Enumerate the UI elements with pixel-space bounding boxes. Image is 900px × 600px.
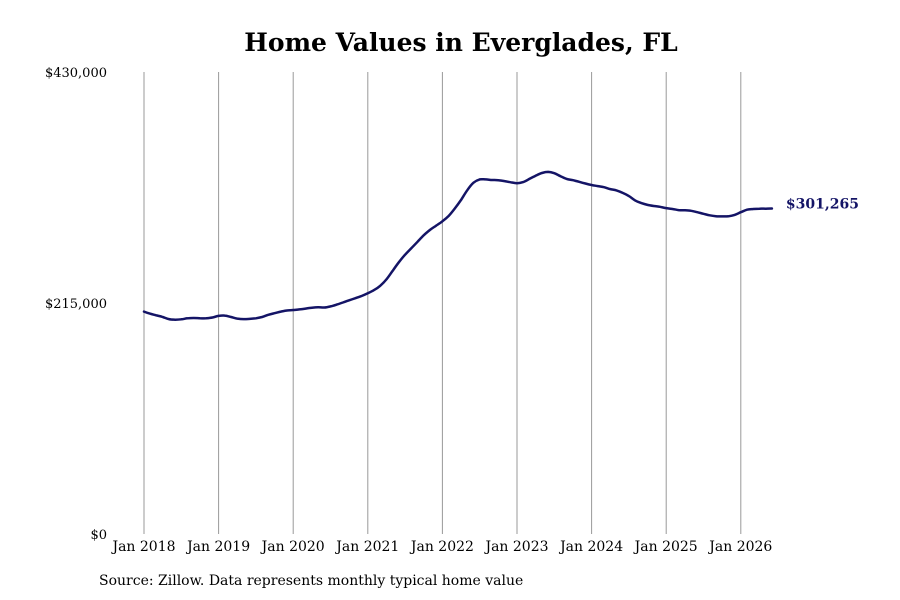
x-tick-label: Jan 2018 (110, 539, 175, 555)
y-tick-label: $430,000 (45, 66, 107, 81)
x-tick-label: Jan 2022 (409, 539, 474, 555)
source-note: Source: Zillow. Data represents monthly … (99, 573, 524, 589)
x-tick-label: Jan 2021 (334, 539, 399, 555)
y-tick-label: $215,000 (45, 297, 107, 312)
x-tick-label: Jan 2020 (260, 539, 325, 555)
series-line (142, 170, 774, 321)
x-tick-label: Jan 2023 (483, 539, 548, 555)
chart-title: Home Values in Everglades, FL (244, 28, 678, 57)
x-tick-label: Jan 2025 (633, 539, 698, 555)
x-tick-label: Jan 2019 (185, 539, 250, 555)
x-tick-label: Jan 2026 (707, 539, 772, 555)
end-value-label: $301,265 (786, 196, 859, 212)
y-tick-label: $0 (90, 528, 107, 543)
x-tick-label: Jan 2024 (558, 539, 623, 555)
